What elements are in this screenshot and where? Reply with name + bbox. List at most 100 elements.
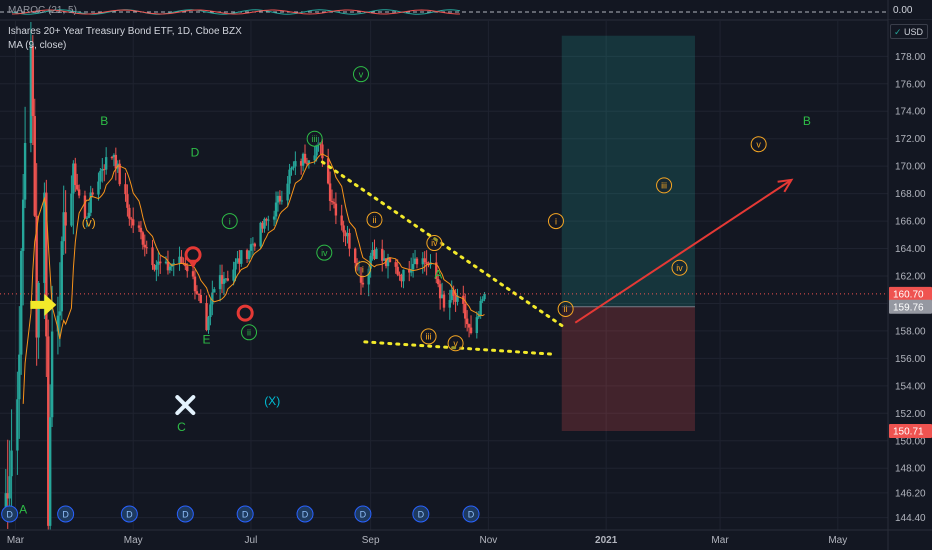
- candle-body: [357, 267, 361, 271]
- candle-body: [132, 219, 135, 226]
- dividend-event-icon[interactable]: [462, 505, 480, 523]
- position-profit-zone[interactable]: [561, 35, 695, 307]
- wave-label-circle[interactable]: [352, 66, 369, 83]
- cross-icon[interactable]: [175, 395, 196, 416]
- red-pin-icon[interactable]: [184, 246, 202, 264]
- wave-label-circle[interactable]: [221, 213, 238, 230]
- wave-label-circle[interactable]: [420, 328, 437, 345]
- candle-body: [440, 294, 444, 299]
- candle-body: [172, 263, 175, 265]
- candle-body: [315, 144, 318, 156]
- candle-body: [276, 195, 280, 203]
- currency-button[interactable]: ✓ USD: [890, 24, 928, 39]
- price-tick-label: 146.20: [895, 488, 926, 499]
- candle-body: [143, 244, 146, 248]
- oscillator-line-red: [11, 9, 460, 15]
- candle-body: [48, 417, 52, 526]
- price-marker-tag[interactable]: [889, 299, 932, 314]
- candle-body: [462, 295, 465, 304]
- yellow-arrow-icon[interactable]: [30, 293, 57, 316]
- position-loss-zone[interactable]: [561, 306, 695, 432]
- wave-label-circle[interactable]: [750, 136, 767, 153]
- candle-body: [236, 258, 239, 262]
- candle-body: [50, 331, 54, 418]
- price-tick-label: 170.00: [895, 162, 926, 173]
- trendline-dotted[interactable]: [320, 160, 566, 329]
- wave-label-text: iv: [321, 248, 328, 258]
- price-tick-label: 158.00: [895, 326, 926, 337]
- candle-body: [394, 262, 397, 267]
- candle-body: [342, 225, 345, 233]
- dividend-event-icon[interactable]: [296, 505, 314, 523]
- trendline-dotted[interactable]: [363, 340, 556, 356]
- candle-body: [180, 256, 183, 264]
- dividend-event-icon[interactable]: [412, 505, 430, 523]
- projection-arrow[interactable]: [574, 179, 793, 324]
- wave-label-text: v: [359, 69, 364, 79]
- candle-body: [259, 222, 262, 247]
- wave-label-circle[interactable]: [316, 244, 333, 261]
- red-ring-icon[interactable]: [236, 304, 254, 322]
- time-tick-label: Jul: [245, 535, 258, 546]
- price-tick-label: 168.00: [895, 189, 926, 200]
- candle-body: [31, 46, 35, 117]
- candle-body: [438, 284, 442, 299]
- candle-body: [274, 202, 278, 217]
- candle-body: [112, 154, 116, 158]
- candle-body: [110, 157, 114, 159]
- candle-body: [205, 303, 208, 331]
- wave-label-circle[interactable]: [671, 259, 688, 276]
- wave-label-circle[interactable]: [426, 235, 443, 252]
- wave-label-circle[interactable]: [306, 130, 323, 147]
- wave-label-circle[interactable]: [447, 335, 464, 352]
- symbol-title[interactable]: Ishares 20+ Year Treasury Bond ETF, 1D, …: [8, 26, 242, 37]
- candle-body: [413, 258, 417, 265]
- time-axis-bg: [0, 530, 932, 550]
- dividend-event-icon[interactable]: [57, 505, 75, 523]
- candle-body: [450, 289, 453, 301]
- dividend-event-icon[interactable]: [120, 505, 138, 523]
- candle-body: [209, 304, 212, 318]
- dividend-event-icon[interactable]: [236, 505, 254, 523]
- wave-label-circle[interactable]: [656, 177, 673, 194]
- candle-body: [130, 218, 133, 220]
- dividend-event-icon[interactable]: [1, 505, 19, 523]
- candle-body: [280, 200, 284, 202]
- price-tick-label: 144.40: [895, 513, 926, 524]
- candle-body: [382, 258, 386, 261]
- candle-body: [137, 225, 141, 228]
- candle-body: [442, 294, 446, 308]
- wave-label-circle[interactable]: [547, 213, 564, 230]
- candle-body: [253, 243, 257, 247]
- wave-label-circle[interactable]: [354, 261, 371, 278]
- wave-label-circle[interactable]: [241, 324, 258, 341]
- candle-body: [186, 266, 189, 272]
- candle-body: [483, 293, 486, 300]
- candle-body: [126, 194, 129, 208]
- currency-label: USD: [903, 27, 923, 37]
- dividend-event-icon[interactable]: [176, 505, 194, 523]
- candle-body: [128, 207, 131, 219]
- candle-body: [43, 192, 46, 283]
- candle-body: [10, 450, 13, 477]
- chart-grid: [0, 20, 888, 530]
- price-marker-tag[interactable]: [889, 286, 932, 301]
- ma-legend[interactable]: MA (9, close): [8, 40, 67, 51]
- wave-label-circle[interactable]: [557, 300, 574, 317]
- dividend-event-icon[interactable]: [354, 505, 372, 523]
- candle-body: [321, 144, 324, 159]
- candle-body: [334, 203, 338, 216]
- candle-body: [101, 168, 104, 171]
- candle-body: [346, 232, 349, 237]
- wave-label: (v): [82, 216, 96, 230]
- price-marker-tag[interactable]: [889, 424, 932, 439]
- long-position-tool[interactable]: [561, 35, 695, 432]
- candle-body: [74, 163, 77, 186]
- candle-body: [265, 218, 268, 221]
- candle-body: [288, 169, 291, 184]
- wave-label-circle[interactable]: [366, 211, 383, 228]
- wave-label-text: v: [756, 139, 761, 149]
